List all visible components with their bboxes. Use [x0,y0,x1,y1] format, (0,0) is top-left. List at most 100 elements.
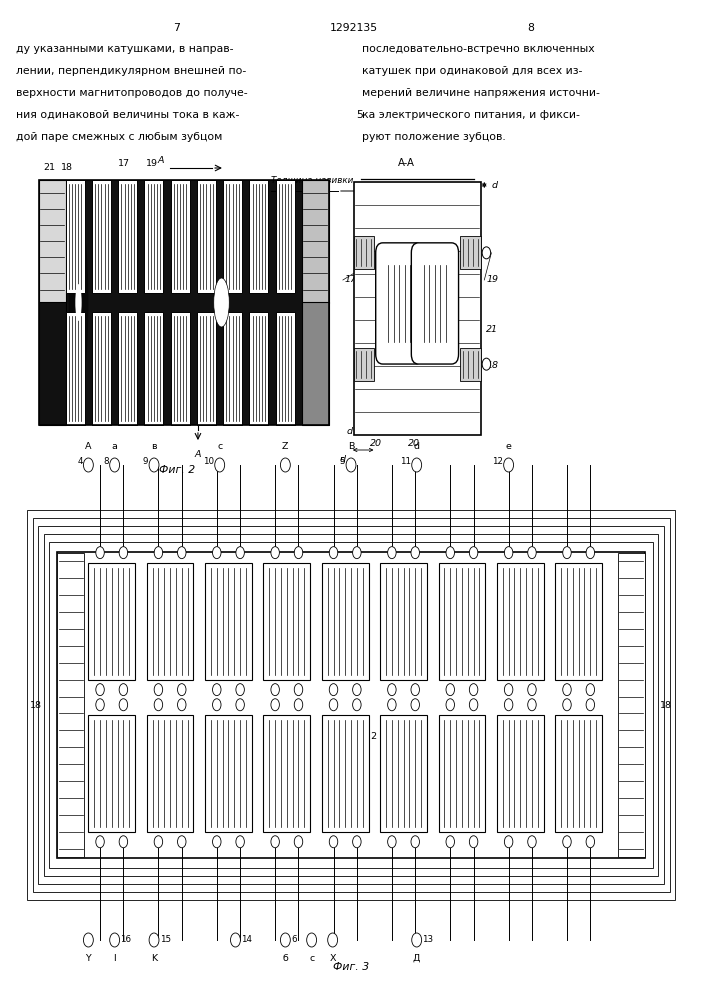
Circle shape [411,699,419,711]
Text: d: d [414,442,420,451]
Circle shape [110,933,119,947]
Bar [205,563,252,680]
Bar [39,180,66,302]
Bar [460,348,481,381]
Text: руют положение зубцов.: руют положение зубцов. [362,132,506,142]
Circle shape [177,547,186,559]
Circle shape [236,836,245,848]
Text: 1292135: 1292135 [329,23,378,33]
Circle shape [527,547,536,559]
Circle shape [411,933,421,947]
Bar [264,715,310,832]
Ellipse shape [69,211,88,394]
Bar [147,715,194,832]
Text: 17: 17 [345,275,357,284]
Circle shape [271,836,279,848]
Bar [27,510,675,900]
Text: верхности магнитопроводов до получе-: верхности магнитопроводов до получе- [16,88,247,98]
Bar [57,552,645,858]
Circle shape [96,699,105,711]
Bar [380,563,427,680]
Text: ния одинаковой величины тока в каж-: ния одинаковой величины тока в каж- [16,110,239,120]
Bar [118,180,137,293]
Circle shape [294,547,303,559]
Bar [66,312,85,425]
Bar [33,518,670,892]
Circle shape [154,836,163,848]
Circle shape [353,699,361,711]
Circle shape [236,684,245,696]
Ellipse shape [214,278,229,327]
Circle shape [119,547,128,559]
Bar [555,563,602,680]
Circle shape [586,699,595,711]
Circle shape [586,836,595,848]
Text: последовательно-встречно включенных: последовательно-встречно включенных [362,44,595,54]
Text: 18: 18 [62,163,73,172]
Circle shape [177,836,186,848]
Bar [92,180,111,293]
Circle shape [353,836,361,848]
Text: A: A [85,442,92,451]
Circle shape [387,684,396,696]
Bar [250,312,268,425]
Text: B: B [348,442,354,451]
Circle shape [411,547,419,559]
Circle shape [527,684,536,696]
Bar [66,180,302,425]
Circle shape [307,933,317,947]
Circle shape [469,836,478,848]
Bar [438,715,485,832]
Bar [44,534,658,876]
Circle shape [329,699,338,711]
Text: c: c [217,442,222,451]
Circle shape [294,836,303,848]
Bar [223,312,242,425]
Circle shape [482,247,491,259]
Circle shape [504,684,513,696]
Circle shape [563,836,571,848]
Bar [354,348,374,381]
Bar [555,715,602,832]
Text: d: d [340,455,346,464]
Text: K: K [151,954,157,963]
Text: ка электрического питания, и фикси-: ка электрического питания, и фикси- [362,110,580,120]
Text: 12: 12 [492,456,503,466]
Circle shape [177,684,186,696]
Text: 17: 17 [118,159,129,168]
Circle shape [327,933,337,947]
Circle shape [411,836,419,848]
Text: 19: 19 [146,159,158,168]
Circle shape [411,684,419,696]
Circle shape [154,699,163,711]
Text: 14: 14 [241,936,252,944]
Circle shape [329,836,338,848]
Text: Д: Д [413,954,421,963]
Bar [618,553,645,857]
Bar [354,236,374,269]
Circle shape [236,547,245,559]
Bar [302,302,329,425]
Text: 3 7 2: 3 7 2 [353,732,378,741]
Text: A-A: A-A [398,158,415,168]
Bar [197,180,216,293]
Bar [438,563,485,680]
Bar [276,180,295,293]
Bar [497,715,544,832]
Circle shape [563,699,571,711]
Circle shape [96,547,105,559]
Circle shape [469,699,478,711]
Circle shape [446,836,455,848]
Circle shape [563,684,571,696]
Text: 18: 18 [486,360,498,369]
Text: 21: 21 [44,163,55,172]
Circle shape [527,836,536,848]
Text: Фиг. 3: Фиг. 3 [333,962,369,972]
Circle shape [387,547,396,559]
Bar [88,563,135,680]
Circle shape [213,684,221,696]
Text: d: d [346,428,352,436]
Bar [144,312,163,425]
Circle shape [110,458,119,472]
Text: Y: Y [86,954,91,963]
